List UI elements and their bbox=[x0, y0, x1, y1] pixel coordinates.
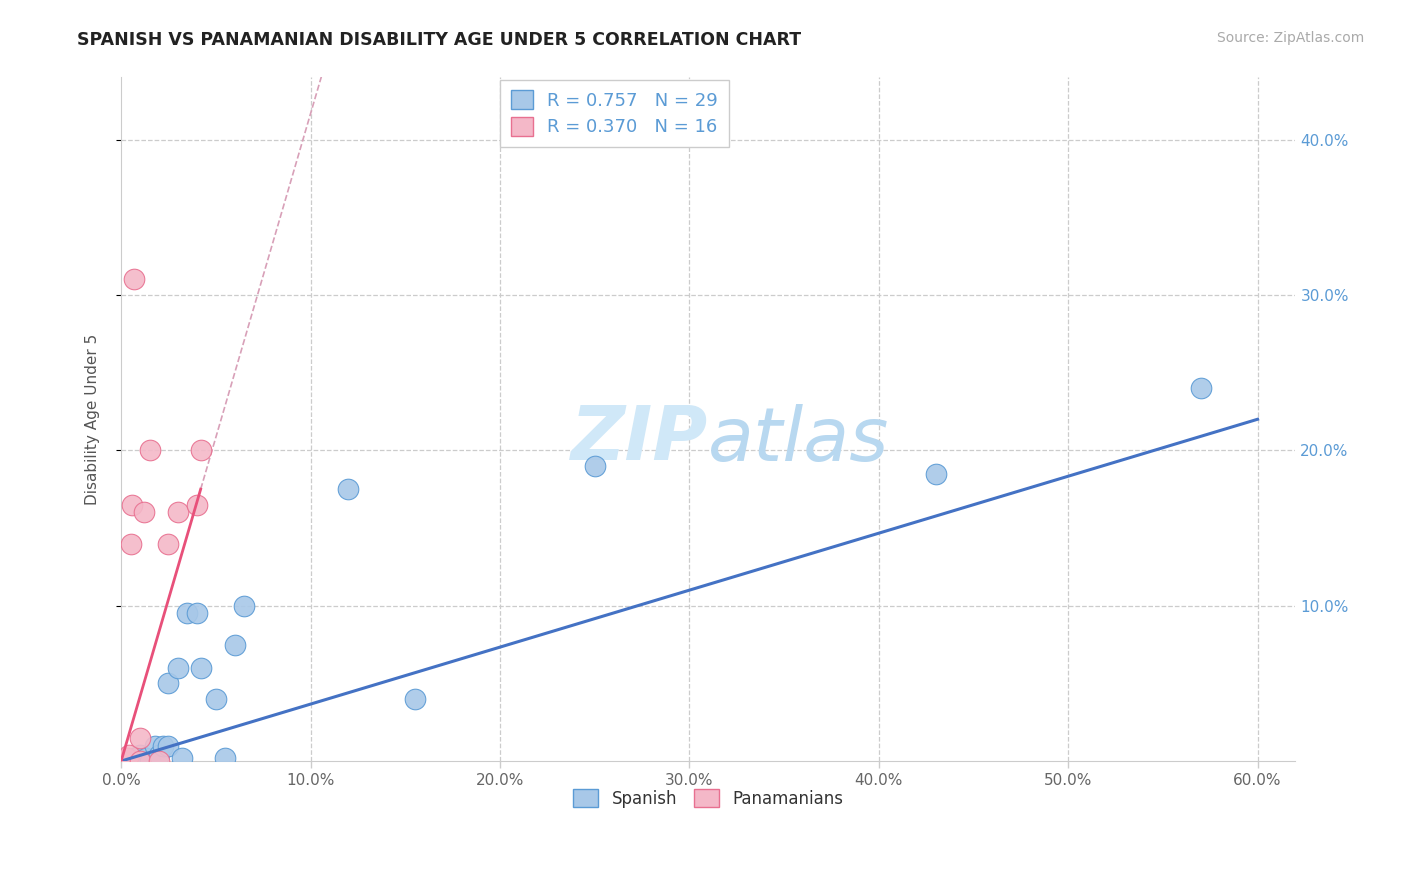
Legend: Spanish, Panamanians: Spanish, Panamanians bbox=[567, 783, 849, 814]
Point bbox=[190, 661, 212, 675]
Point bbox=[143, 739, 166, 753]
Point bbox=[337, 482, 360, 496]
Point bbox=[186, 607, 208, 621]
Point bbox=[124, 751, 146, 765]
Point bbox=[129, 754, 152, 768]
Point bbox=[152, 739, 174, 753]
Point bbox=[124, 272, 146, 286]
Point bbox=[186, 498, 208, 512]
Point bbox=[233, 599, 256, 613]
Point bbox=[125, 754, 148, 768]
Y-axis label: Disability Age Under 5: Disability Age Under 5 bbox=[86, 334, 100, 505]
Point bbox=[120, 536, 142, 550]
Point bbox=[924, 467, 946, 481]
Point bbox=[129, 747, 152, 762]
Point bbox=[112, 754, 135, 768]
Point bbox=[129, 731, 152, 745]
Point bbox=[115, 751, 138, 765]
Point bbox=[157, 739, 180, 753]
Point bbox=[148, 754, 170, 768]
Point bbox=[157, 536, 180, 550]
Point bbox=[129, 754, 152, 768]
Point bbox=[138, 754, 160, 768]
Point bbox=[190, 443, 212, 458]
Text: ZIP: ZIP bbox=[571, 403, 709, 476]
Point bbox=[132, 754, 155, 768]
Text: Source: ZipAtlas.com: Source: ZipAtlas.com bbox=[1216, 31, 1364, 45]
Point bbox=[115, 754, 138, 768]
Point bbox=[118, 747, 141, 762]
Text: atlas: atlas bbox=[709, 404, 890, 475]
Point bbox=[176, 607, 198, 621]
Point bbox=[404, 692, 426, 706]
Point bbox=[120, 754, 142, 768]
Point bbox=[135, 751, 157, 765]
Point bbox=[138, 443, 160, 458]
Point bbox=[132, 506, 155, 520]
Point bbox=[1189, 381, 1212, 395]
Point bbox=[170, 751, 193, 765]
Point bbox=[167, 661, 190, 675]
Point bbox=[205, 692, 228, 706]
Point bbox=[214, 751, 236, 765]
Point bbox=[148, 747, 170, 762]
Point bbox=[157, 676, 180, 690]
Point bbox=[583, 458, 606, 473]
Point bbox=[167, 506, 190, 520]
Point bbox=[121, 498, 143, 512]
Point bbox=[112, 754, 135, 768]
Text: SPANISH VS PANAMANIAN DISABILITY AGE UNDER 5 CORRELATION CHART: SPANISH VS PANAMANIAN DISABILITY AGE UND… bbox=[77, 31, 801, 49]
Point bbox=[114, 754, 136, 768]
Point bbox=[224, 638, 246, 652]
